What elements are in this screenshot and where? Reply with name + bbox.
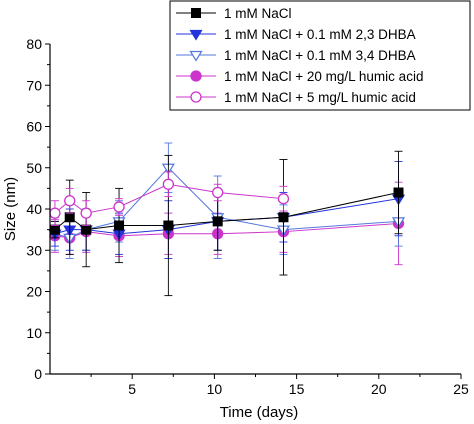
data-point [113, 201, 125, 213]
data-point [49, 207, 61, 219]
y-axis-title: Size (nm) [2, 177, 19, 241]
legend-marker [189, 50, 203, 62]
y-tick-label: 10 [26, 325, 42, 341]
data-point [80, 207, 92, 219]
data-point [162, 178, 175, 190]
data-point [212, 186, 224, 199]
axes: 0 10 20 30 40 50 60 70 80 5 10 15 20 25 [26, 36, 469, 397]
x-tick-label: 5 [128, 381, 136, 397]
y-tick-label: 40 [26, 201, 42, 217]
data-point [81, 224, 92, 235]
x-axis-title: Time (days) [220, 404, 299, 421]
legend-marker [190, 91, 202, 103]
y-tick-label: 80 [26, 36, 42, 52]
y-tick-label: 60 [26, 119, 42, 135]
y-tick-label: 50 [26, 160, 42, 176]
legend-label: 1 mM NaCl [224, 6, 292, 21]
y-tick-label: 0 [34, 366, 42, 382]
x-tick-label: 15 [289, 381, 305, 397]
data-point [163, 220, 174, 231]
plot-area [48, 142, 406, 297]
y-tick-label: 20 [26, 284, 42, 300]
series-4 [49, 181, 405, 266]
x-tick-label: 20 [371, 381, 387, 397]
data-point [212, 216, 223, 227]
y-tick-label: 70 [26, 77, 42, 93]
legend-marker [189, 29, 203, 41]
data-point [64, 212, 75, 223]
legend-marker [190, 70, 202, 82]
series-5 [49, 171, 290, 226]
legend-label: 1 mM NaCl + 0.1 mM 3,4 DHBA [224, 48, 416, 63]
series-1 [49, 150, 404, 297]
data-point [114, 220, 125, 231]
y-tick-label: 30 [26, 242, 42, 258]
data-point [49, 224, 60, 235]
legend-label: 1 mM NaCl + 20 mg/L humic acid [224, 69, 423, 84]
legend-label: 1 mM NaCl + 0.1 mM 2,3 DHBA [224, 27, 416, 42]
data-point [278, 212, 289, 223]
series-3 [48, 142, 406, 259]
x-tick-label: 25 [453, 381, 469, 397]
data-point [64, 195, 76, 207]
series-line [54, 222, 399, 239]
legend-marker [191, 8, 201, 18]
x-tick-label: 10 [207, 381, 223, 397]
data-point [277, 193, 290, 205]
legend: 1 mM NaCl 1 mM NaCl + 0.1 mM 2,3 DHBA 1 mM… [169, 0, 471, 111]
legend-box [169, 0, 471, 111]
legend-label: 1 mM NaCl + 5 mg/L humic acid [224, 90, 416, 105]
data-point [393, 187, 404, 198]
